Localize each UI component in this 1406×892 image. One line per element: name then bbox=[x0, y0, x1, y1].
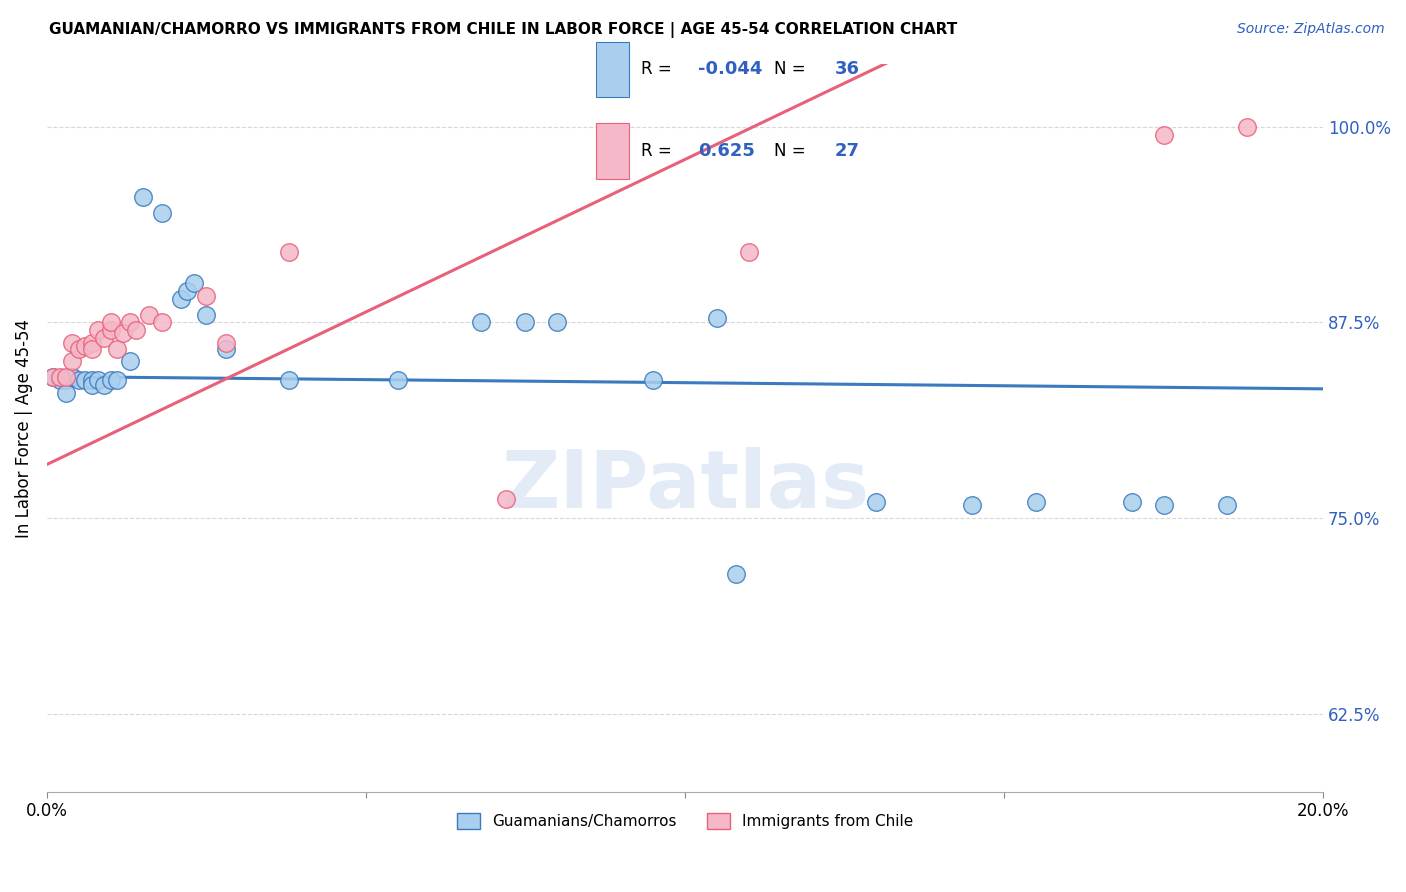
Point bbox=[67, 342, 90, 356]
Point bbox=[75, 373, 97, 387]
Point bbox=[62, 335, 84, 350]
Point bbox=[387, 373, 409, 387]
Point bbox=[195, 289, 218, 303]
Point bbox=[470, 315, 492, 329]
Y-axis label: In Labor Force | Age 45-54: In Labor Force | Age 45-54 bbox=[15, 318, 32, 538]
Point bbox=[62, 354, 84, 368]
Point bbox=[112, 326, 135, 341]
Text: 0.625: 0.625 bbox=[699, 142, 755, 161]
Point bbox=[960, 499, 983, 513]
Text: Source: ZipAtlas.com: Source: ZipAtlas.com bbox=[1237, 22, 1385, 37]
Point bbox=[738, 244, 761, 259]
Point bbox=[150, 206, 173, 220]
Point bbox=[100, 323, 122, 337]
Point bbox=[93, 331, 115, 345]
Point bbox=[1153, 128, 1175, 142]
Text: R =: R = bbox=[641, 61, 676, 78]
Point bbox=[278, 244, 301, 259]
Point bbox=[48, 370, 70, 384]
Point bbox=[42, 370, 65, 384]
Point bbox=[62, 370, 84, 384]
Point bbox=[62, 370, 84, 384]
Point bbox=[75, 339, 97, 353]
Point bbox=[118, 315, 141, 329]
Point bbox=[100, 315, 122, 329]
Point bbox=[67, 373, 90, 387]
Point bbox=[214, 342, 236, 356]
Point bbox=[131, 190, 153, 204]
Point bbox=[183, 277, 205, 291]
Point bbox=[1216, 499, 1239, 513]
Point bbox=[546, 315, 568, 329]
Point bbox=[105, 342, 128, 356]
Point bbox=[93, 378, 115, 392]
FancyBboxPatch shape bbox=[596, 123, 628, 179]
Point bbox=[195, 308, 218, 322]
Point bbox=[170, 292, 193, 306]
Point bbox=[42, 370, 65, 384]
FancyBboxPatch shape bbox=[596, 42, 628, 97]
Point bbox=[176, 284, 198, 298]
Point bbox=[80, 373, 103, 387]
Text: 27: 27 bbox=[834, 142, 859, 161]
Point bbox=[87, 323, 110, 337]
Point bbox=[725, 567, 748, 582]
Point bbox=[706, 310, 728, 325]
Point bbox=[55, 373, 77, 387]
Point bbox=[100, 373, 122, 387]
Point bbox=[515, 315, 537, 329]
Point bbox=[80, 335, 103, 350]
Point bbox=[1236, 120, 1258, 134]
Point bbox=[495, 492, 517, 507]
Point bbox=[150, 315, 173, 329]
Point bbox=[118, 354, 141, 368]
Point bbox=[643, 373, 665, 387]
Point bbox=[214, 335, 236, 350]
Point bbox=[80, 378, 103, 392]
Text: ZIPatlas: ZIPatlas bbox=[501, 447, 869, 525]
Point bbox=[80, 342, 103, 356]
Point bbox=[865, 495, 887, 509]
Point bbox=[87, 373, 110, 387]
Text: -0.044: -0.044 bbox=[699, 61, 762, 78]
Point bbox=[48, 373, 70, 387]
Point bbox=[55, 370, 77, 384]
Text: 36: 36 bbox=[834, 61, 859, 78]
Text: R =: R = bbox=[641, 142, 682, 161]
Text: N =: N = bbox=[773, 142, 811, 161]
Point bbox=[278, 373, 301, 387]
Point bbox=[55, 385, 77, 400]
Point bbox=[1121, 495, 1143, 509]
Point bbox=[138, 308, 160, 322]
Legend: Guamanians/Chamorros, Immigrants from Chile: Guamanians/Chamorros, Immigrants from Ch… bbox=[450, 807, 920, 835]
Point bbox=[125, 323, 148, 337]
Point bbox=[1025, 495, 1047, 509]
Text: N =: N = bbox=[773, 61, 811, 78]
Point bbox=[105, 373, 128, 387]
Text: GUAMANIAN/CHAMORRO VS IMMIGRANTS FROM CHILE IN LABOR FORCE | AGE 45-54 CORRELATI: GUAMANIAN/CHAMORRO VS IMMIGRANTS FROM CH… bbox=[49, 22, 957, 38]
Point bbox=[1153, 499, 1175, 513]
